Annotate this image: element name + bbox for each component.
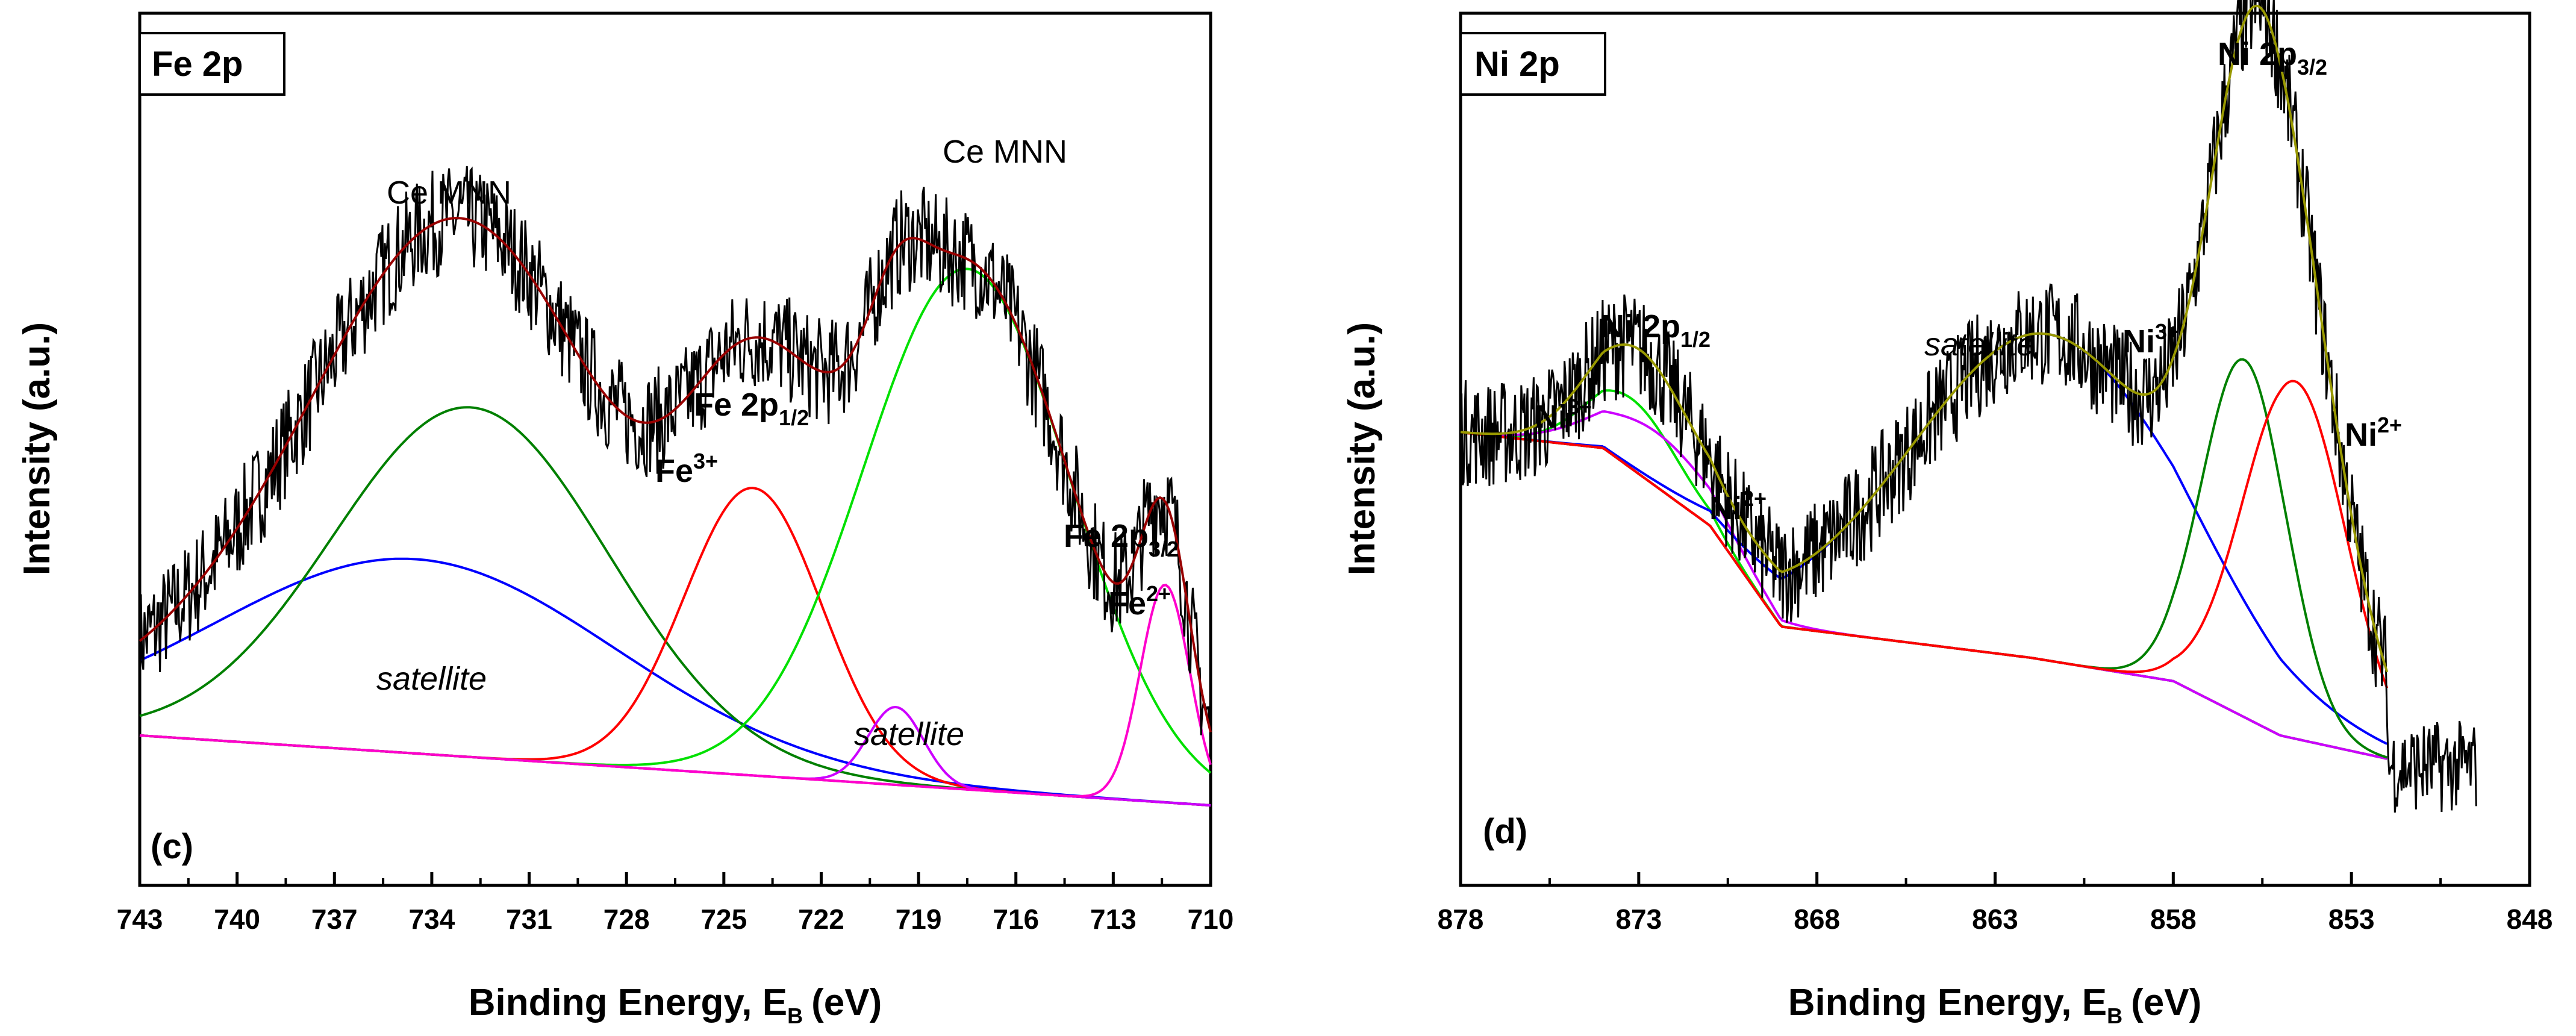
fit-envelope [1460, 4, 2389, 673]
annotation-ni3plus-right: Ni3+ [2122, 319, 2180, 360]
title-box [1459, 32, 1606, 96]
component-curve-5 [139, 267, 1212, 774]
x-tick-label: 848 [2507, 903, 2553, 935]
annotation-ni3plus-left: Ni3+ [1535, 395, 1592, 435]
x-tick-label: 710 [1188, 903, 1234, 935]
x-tick-label: 734 [409, 903, 455, 935]
annotation-satellite-purple: satellite [854, 716, 964, 752]
annotation-ce-mnn-right: Ce MNN [943, 134, 1067, 170]
x-tick-label: 740 [214, 903, 260, 935]
annotation-ni2p32: Ni 2p3/2 [2218, 36, 2327, 80]
title-box [139, 32, 285, 96]
annotation-fe2p32: Fe 2p3/2 [1064, 518, 1179, 561]
annotation-ni2plus-right: Ni2+ [2345, 413, 2402, 453]
x-tick-label: 722 [798, 903, 844, 935]
component-curve-6 [139, 584, 1212, 797]
component-curve-2 [1460, 410, 2387, 760]
x-tick-label: 716 [993, 903, 1039, 935]
y-axis-title: Intensity (a.u.) [16, 322, 58, 575]
x-ticks: 743 740 737 734 731 728 725 722 719 716 713 710 [117, 872, 1234, 935]
component-curve-3 [1460, 332, 2388, 745]
x-tick-label: 743 [117, 903, 163, 935]
chart-title: Ni 2p [1474, 45, 1560, 84]
raw-spectrum [1459, 0, 2477, 813]
x-tick-label: 858 [2150, 903, 2197, 935]
x-tick-label: 731 [506, 903, 552, 935]
annotation-fe2plus: Fe2+ [1108, 581, 1171, 622]
x-axis-title: Binding Energy, EB (eV) [1788, 982, 2201, 1028]
x-axis-title: Binding Energy, EB (eV) [469, 982, 882, 1028]
x-tick-label: 853 [2328, 903, 2375, 935]
panel-label: (c) [151, 827, 193, 866]
panel-label: (d) [1483, 812, 1527, 851]
y-axis-title: Intensity (a.u.) [1341, 322, 1383, 575]
curves [139, 166, 1212, 807]
annotation-ni2plus-left: Ni2+ [1709, 486, 1767, 526]
ni2p-panel: 878 873 868 863 858 853 848 Ni 2p (d) Binding … [1341, 0, 2553, 1028]
x-tick-label: 737 [311, 903, 358, 935]
x-tick-label: 868 [1794, 903, 1840, 935]
annotation-fe3plus: Fe3+ [655, 449, 718, 489]
annotation-satellite: satellite [1924, 326, 2035, 363]
x-tick-label: 863 [1972, 903, 2018, 935]
fe2p-panel: 743 740 737 734 731 728 725 722 719 716 713 710 Fe … [16, 11, 1234, 1028]
x-tick-label: 878 [1438, 903, 1484, 935]
annotation-ni2p12: Ni 2p1/2 [1601, 308, 1711, 352]
fit-envelope [139, 217, 1212, 732]
chart-title: Fe 2p [152, 45, 243, 84]
x-tick-label: 719 [896, 903, 942, 935]
x-tick-label: 728 [603, 903, 650, 935]
annotation-fe2p12: Fe 2p1/2 [694, 387, 809, 430]
component-curve-5 [1460, 379, 2389, 689]
component-curve-3 [139, 487, 1211, 807]
component-curve-4 [1460, 358, 2387, 759]
x-ticks: 878 873 868 863 858 853 848 [1438, 872, 2553, 935]
annotation-satellite-blue: satellite [376, 661, 487, 697]
annotation-ce-mnn-left: Ce MNN [387, 175, 511, 211]
component-curve-1 [139, 557, 1211, 807]
x-tick-label: 725 [700, 903, 747, 935]
component-curve-4 [139, 705, 1211, 807]
x-tick-label: 713 [1090, 903, 1137, 935]
raw-spectrum [139, 166, 1212, 735]
curves [1459, 0, 2477, 813]
x-tick-label: 873 [1615, 903, 1662, 935]
